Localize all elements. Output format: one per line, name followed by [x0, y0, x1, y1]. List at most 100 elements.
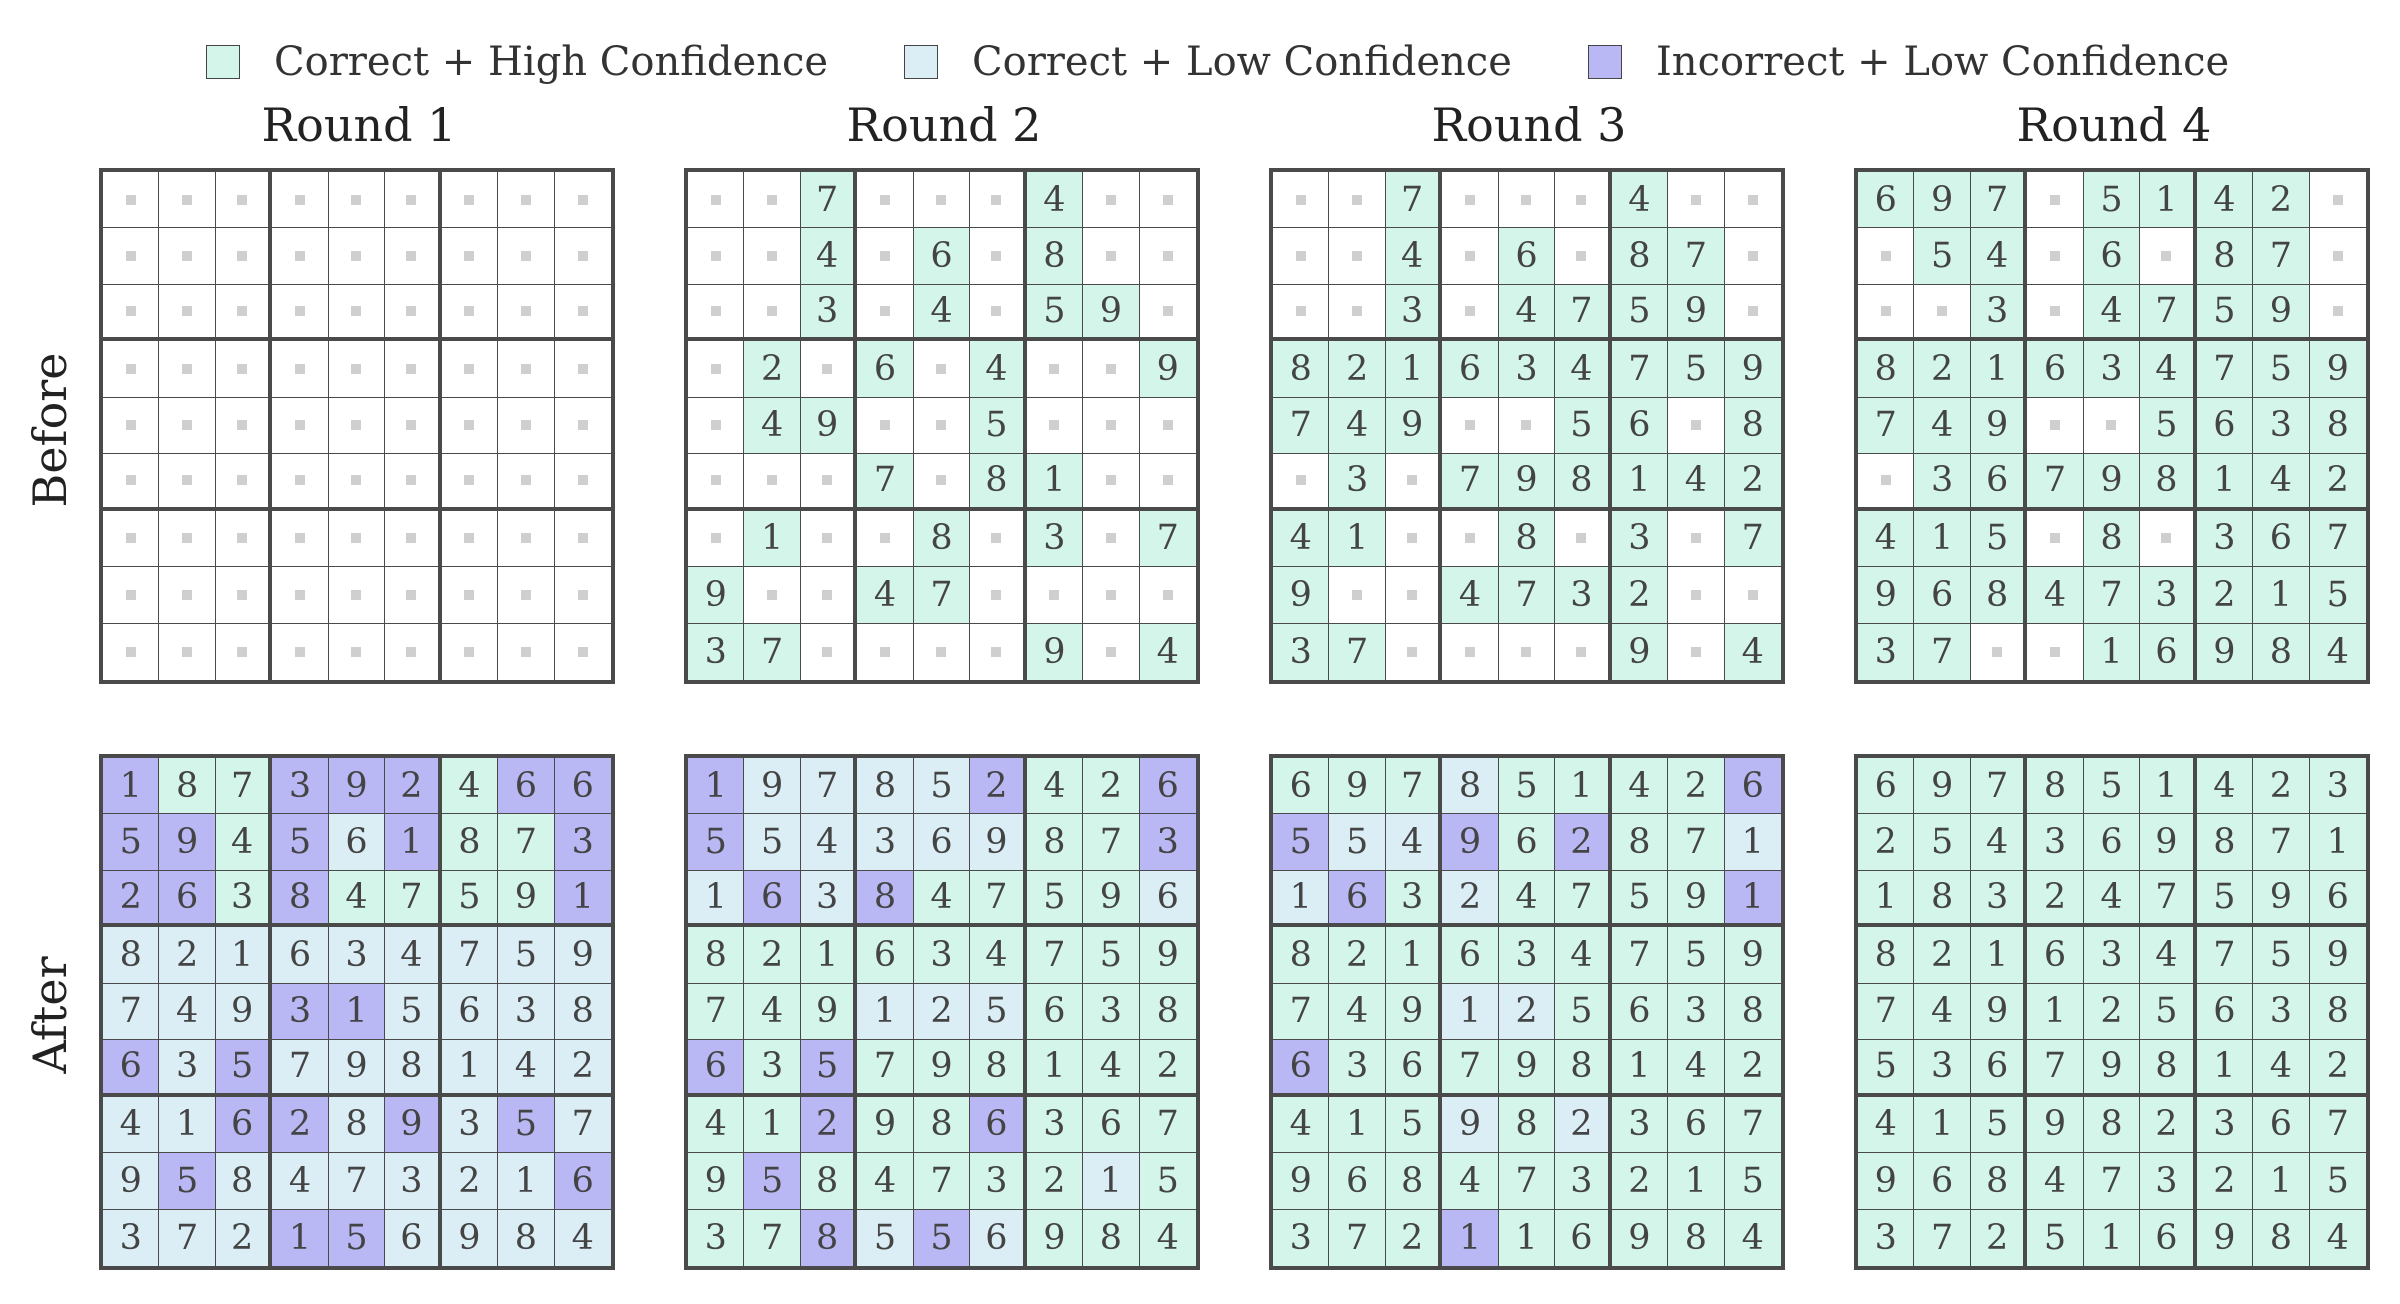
grid-cell: 1 — [103, 758, 160, 815]
empty-marker — [577, 251, 588, 262]
grid-cell: 9 — [1139, 927, 1196, 984]
empty-cell — [2027, 510, 2084, 568]
empty-cell — [103, 567, 160, 624]
legend-swatch-incorrect-low — [1588, 45, 1622, 79]
grid-cell: 4 — [1555, 927, 1612, 984]
empty-marker — [577, 533, 588, 544]
grid-cell: 8 — [800, 1209, 858, 1266]
grid-cell: 1 — [1724, 870, 1781, 928]
grid-cell: 9 — [103, 1153, 160, 1210]
grid-cell: 9 — [1724, 927, 1781, 984]
grid-cell: 7 — [1139, 1096, 1196, 1154]
empty-cell — [1555, 510, 1612, 568]
grid-cell: 7 — [800, 758, 858, 815]
grid-cell: 1 — [688, 758, 745, 815]
empty-cell — [215, 510, 273, 568]
grid-cell: 4 — [2083, 870, 2141, 928]
grid-cell: 8 — [857, 758, 914, 815]
grid-cell: 8 — [272, 870, 329, 928]
grid-cell: 8 — [1724, 983, 1781, 1041]
grid-cell: 5 — [857, 1209, 914, 1266]
empty-cell — [800, 341, 858, 398]
grid-cell: 1 — [1555, 758, 1612, 815]
empty-cell — [385, 510, 442, 568]
grid-cell: 6 — [857, 341, 914, 398]
empty-cell — [2027, 172, 2084, 229]
grid-cell: 4 — [1083, 1040, 1140, 1097]
grid-cell: 7 — [2140, 870, 2197, 928]
empty-cell — [1668, 397, 1725, 455]
grid-cell: 4 — [1611, 172, 1669, 229]
grid-cell: 7 — [272, 1040, 329, 1097]
empty-marker — [822, 589, 833, 600]
grid-cell: 7 — [970, 870, 1027, 928]
grid-cell: 4 — [1724, 1209, 1781, 1266]
empty-cell — [1139, 454, 1196, 511]
grid-cell: 8 — [2253, 623, 2310, 680]
empty-cell — [328, 228, 386, 285]
grid-cell: 8 — [1858, 341, 1915, 398]
grid-cell: 9 — [2083, 1040, 2141, 1097]
grid-cell: 5 — [159, 1153, 216, 1210]
grid-cell: 7 — [1858, 983, 1915, 1041]
empty-marker — [125, 420, 136, 431]
grid-cell: 6 — [1555, 1209, 1612, 1266]
sudoku-grid-before-round-1 — [99, 168, 615, 684]
empty-marker — [1105, 251, 1116, 262]
grid-cell: 4 — [800, 814, 858, 871]
empty-marker — [1352, 251, 1363, 262]
empty-marker — [1049, 364, 1060, 375]
empty-marker — [1049, 589, 1060, 600]
empty-marker — [1162, 251, 1173, 262]
grid-cell: 9 — [1914, 172, 1971, 229]
empty-cell — [215, 454, 273, 511]
grid-cell: 9 — [1026, 623, 1084, 680]
grid-cell: 3 — [328, 927, 386, 984]
empty-marker — [710, 194, 721, 205]
empty-marker — [1576, 533, 1587, 544]
grid-cell: 4 — [913, 870, 971, 928]
empty-marker — [1465, 533, 1476, 544]
grid-cell: 8 — [1026, 228, 1084, 285]
grid-cell: 1 — [1442, 1209, 1499, 1266]
grid-cell: 9 — [1668, 284, 1725, 342]
grid-cell: 8 — [498, 1209, 555, 1266]
grid-cell: 9 — [2309, 341, 2366, 398]
grid-cell: 3 — [1914, 1040, 1971, 1097]
grid-cell: 3 — [1273, 623, 1330, 680]
grid-cell: 8 — [1858, 927, 1915, 984]
grid-cell: 1 — [1611, 1040, 1669, 1097]
grid-cell: 4 — [1385, 814, 1443, 871]
grid-cell: 9 — [1385, 397, 1443, 455]
grid-cell: 5 — [800, 1040, 858, 1097]
grid-cell: 8 — [2253, 1209, 2310, 1266]
empty-cell — [103, 510, 160, 568]
grid-cell: 8 — [2309, 983, 2366, 1041]
grid-cell: 2 — [913, 983, 971, 1041]
grid-cell: 8 — [1139, 983, 1196, 1041]
grid-cell: 1 — [1914, 1096, 1971, 1154]
grid-cell: 3 — [554, 814, 611, 871]
grid-cell: 9 — [1385, 983, 1443, 1041]
grid-cell: 4 — [2196, 172, 2254, 229]
grid-cell: 7 — [554, 1096, 611, 1154]
empty-cell — [1668, 623, 1725, 680]
grid-cell: 7 — [1329, 1209, 1386, 1266]
grid-cell: 4 — [103, 1096, 160, 1154]
grid-cell: 1 — [441, 1040, 499, 1097]
grid-cell: 2 — [103, 870, 160, 928]
grid-cell: 5 — [1611, 870, 1669, 928]
empty-cell — [1329, 567, 1386, 624]
empty-cell — [103, 172, 160, 229]
grid-cell: 2 — [1970, 1209, 2028, 1266]
empty-marker — [237, 364, 248, 375]
grid-cell: 6 — [328, 814, 386, 871]
grid-cell: 7 — [744, 623, 801, 680]
grid-cell: 7 — [1611, 927, 1669, 984]
grid-cell: 5 — [2253, 341, 2310, 398]
empty-cell — [385, 623, 442, 680]
grid-cell: 4 — [2027, 1153, 2084, 1210]
grid-cell: 3 — [1498, 341, 1556, 398]
grid-cell: 3 — [385, 1153, 442, 1210]
grid-cell: 5 — [498, 1096, 555, 1154]
